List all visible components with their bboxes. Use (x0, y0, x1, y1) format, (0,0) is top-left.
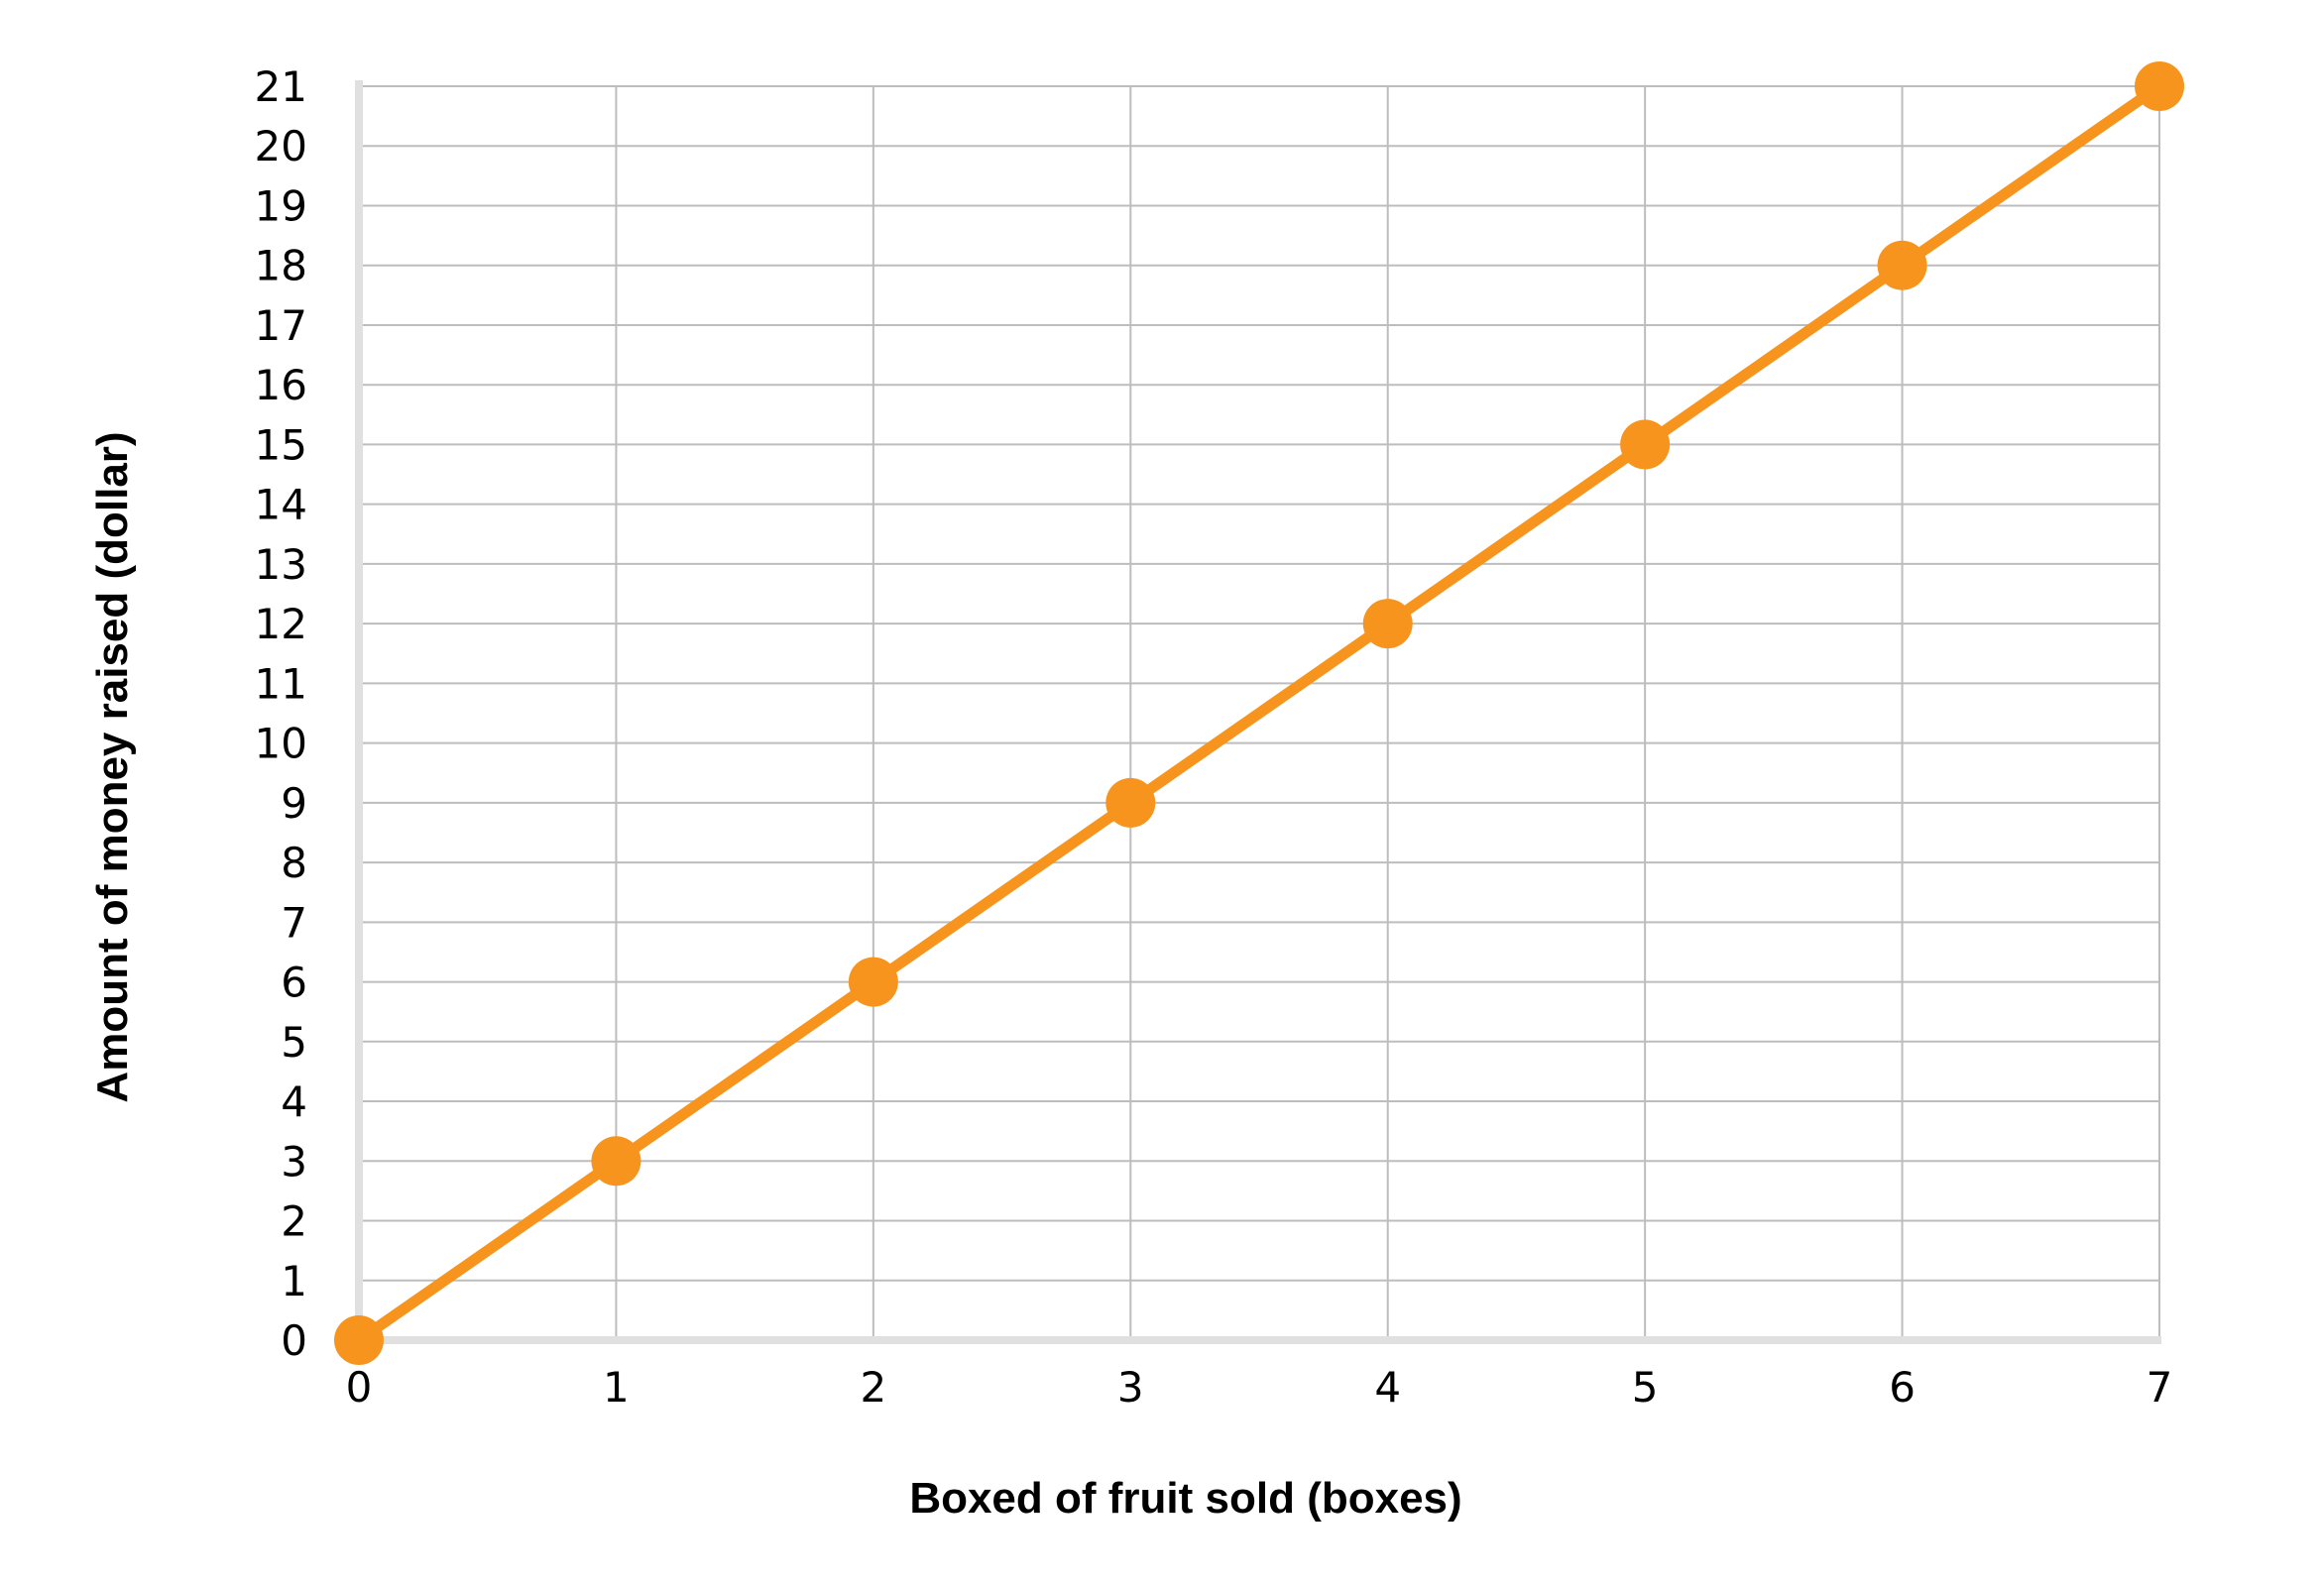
y-tick-label: 10 (255, 720, 307, 768)
x-tick-label: 2 (860, 1363, 886, 1412)
x-tick-label: 7 (2147, 1363, 2173, 1412)
y-tick-label: 20 (255, 122, 307, 170)
data-point-marker (1877, 240, 1927, 290)
y-tick-label: 6 (281, 959, 307, 1007)
y-tick-label: 3 (281, 1137, 307, 1186)
chart-grid (359, 85, 2160, 1340)
y-tick-label: 9 (281, 779, 307, 828)
y-tick-label: 0 (281, 1316, 307, 1365)
data-point-marker (2135, 61, 2184, 111)
x-tick-label: 4 (1374, 1363, 1401, 1412)
y-tick-label: 21 (255, 62, 307, 111)
data-point-marker (334, 1315, 384, 1365)
y-tick-label: 19 (255, 181, 307, 230)
y-tick-label: 17 (255, 301, 307, 350)
x-axis-ticks: 0 1 2 3 4 5 6 7 (346, 1363, 2173, 1412)
data-point-marker (1362, 599, 1413, 649)
y-tick-label: 16 (255, 361, 307, 409)
y-tick-label: 15 (255, 420, 307, 469)
y-tick-label: 12 (255, 600, 307, 648)
x-tick-label: 1 (603, 1363, 630, 1412)
x-tick-label: 6 (1889, 1363, 1916, 1412)
y-tick-label: 2 (281, 1197, 307, 1246)
y-axis-title: Amount of money raised (dollar) (88, 431, 137, 1102)
data-point-marker (591, 1136, 641, 1187)
y-tick-label: 14 (255, 481, 307, 529)
y-tick-label: 8 (281, 839, 307, 887)
y-tick-label: 4 (281, 1077, 307, 1126)
data-point-marker (1105, 777, 1156, 828)
x-axis-title: Boxed of fruit sold (boxes) (909, 1474, 1461, 1523)
y-tick-label: 7 (281, 898, 307, 947)
y-tick-label: 5 (281, 1018, 307, 1067)
y-tick-label: 11 (255, 659, 307, 708)
y-tick-label: 13 (255, 540, 307, 589)
data-point-marker (1620, 419, 1671, 470)
x-tick-label: 5 (1632, 1363, 1659, 1412)
chart-series (334, 61, 2184, 1365)
chart-axes (355, 80, 2161, 1344)
data-point-marker (848, 957, 898, 1007)
y-tick-label: 18 (255, 242, 307, 290)
x-tick-label: 0 (346, 1363, 373, 1412)
y-tick-label: 1 (281, 1257, 307, 1305)
series-line (353, 80, 2165, 1346)
x-tick-label: 3 (1117, 1363, 1144, 1412)
